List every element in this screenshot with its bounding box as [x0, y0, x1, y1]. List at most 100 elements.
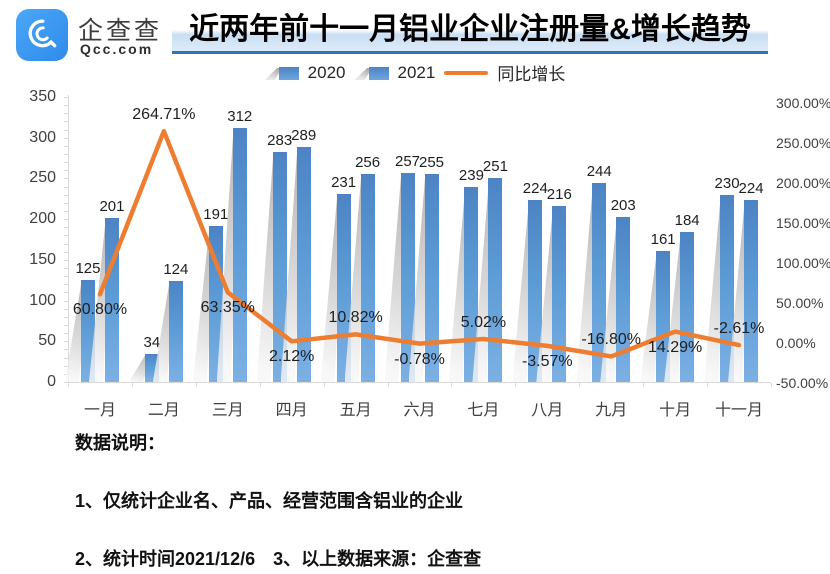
y-axis-tick-left: 350 — [29, 88, 56, 105]
axis-minor-tick — [579, 383, 581, 387]
x-axis-label: 九月 — [595, 402, 628, 419]
axis-minor-tick — [64, 194, 68, 196]
legend-bar-swatch-2020 — [264, 65, 299, 80]
x-axis-label: 六月 — [403, 402, 436, 419]
axis-minor-tick — [195, 383, 197, 387]
x-axis-label: 一月 — [83, 402, 116, 419]
y-axis-tick-right: 250.00% — [776, 135, 830, 151]
axis-minor-tick — [64, 365, 68, 367]
axis-minor-tick — [64, 292, 68, 294]
axis-minor-tick — [64, 235, 68, 237]
axis-minor-tick — [64, 121, 68, 123]
axis-minor-tick — [64, 251, 68, 253]
axis-minor-tick — [68, 383, 69, 387]
y-axis-tick-right: 150.00% — [776, 215, 830, 231]
y-axis-tick-left: 300 — [29, 128, 56, 146]
bar-2021 — [296, 146, 311, 382]
y-axis-tick-left: 100 — [29, 291, 56, 309]
y-axis-tick-left: 50 — [38, 332, 56, 350]
bar-2020 — [80, 280, 95, 382]
x-axis-label: 七月 — [467, 402, 500, 419]
bar-value-label: 312 — [227, 107, 253, 125]
growth-value-label: -3.57% — [521, 352, 573, 370]
axis-minor-tick — [64, 373, 68, 375]
data-notes: 数据说明： 1、仅统计企业名、产品、经营范围含铝业的企业 2、统计时间2021/… — [75, 429, 481, 574]
bar-2021 — [616, 216, 631, 382]
axis-minor-tick — [323, 383, 325, 387]
y-axis-tick-right: 100.00% — [776, 255, 830, 271]
bar-value-label: 256 — [355, 153, 381, 171]
axis-minor-tick — [64, 333, 68, 335]
axis-minor-tick — [64, 284, 68, 286]
x-axis-label: 三月 — [211, 402, 244, 419]
axis-minor-tick — [64, 227, 68, 229]
y-axis-tick-right: 300.00% — [776, 95, 830, 111]
axis-minor-tick — [64, 316, 68, 318]
qcc-logo — [16, 9, 68, 61]
axis-minor-tick — [64, 129, 68, 131]
growth-value-label: 63.35% — [200, 299, 255, 317]
left-axis-line — [68, 95, 69, 383]
bar-2021 — [232, 127, 247, 382]
growth-value-label: 264.71% — [132, 106, 196, 124]
bar-2021 — [488, 177, 503, 382]
axis-minor-tick — [64, 202, 68, 204]
axis-minor-tick — [64, 382, 68, 383]
growth-value-label: 14.29% — [647, 338, 703, 356]
axis-minor-tick — [64, 349, 68, 351]
axis-minor-tick — [387, 383, 389, 387]
axis-minor-tick — [643, 383, 645, 387]
axis-minor-tick — [64, 219, 68, 221]
qcc-magnifier-icon — [23, 14, 61, 57]
axis-minor-tick — [131, 383, 133, 387]
y-axis-tick-right: 0.00% — [776, 335, 816, 351]
axis-minor-tick — [64, 170, 68, 172]
bar-swatch-icon — [368, 67, 389, 80]
axis-minor-tick — [515, 383, 517, 387]
chart-legend: 2020 2021 同比增长 — [0, 60, 830, 85]
axis-minor-tick — [451, 383, 453, 387]
growth-value-label: -2.61% — [713, 320, 765, 338]
brand-name-cn: 企查查 — [78, 17, 163, 45]
y-axis-tick-right: -50.00% — [776, 375, 829, 391]
growth-value-label: 5.02% — [460, 313, 507, 331]
brand-name-en: Qcc.com — [80, 41, 154, 57]
y-axis-tick-right: 200.00% — [776, 175, 830, 191]
growth-value-label: -16.80% — [581, 331, 642, 349]
y-axis-tick-right: 50.00% — [776, 295, 824, 311]
growth-value-label: -0.78% — [394, 350, 445, 368]
axis-minor-tick — [64, 211, 68, 212]
axis-minor-tick — [64, 178, 68, 180]
bottom-axis-line — [68, 382, 771, 383]
bar-value-label: 251 — [482, 157, 508, 175]
bar-2021 — [744, 199, 759, 382]
legend-bar-swatch-2021 — [354, 65, 389, 80]
y-axis-tick-left: 250 — [29, 169, 56, 187]
note-line-1: 1、仅统计企业名、产品、经营范围含铝业的企业 — [75, 491, 464, 511]
axis-minor-tick — [64, 162, 68, 164]
bar-value-label: 289 — [291, 126, 317, 144]
bar-value-label: 244 — [586, 163, 612, 181]
axis-minor-tick — [64, 341, 68, 343]
axis-minor-tick — [64, 325, 68, 326]
axis-minor-tick — [771, 383, 772, 387]
axis-minor-tick — [64, 154, 68, 155]
axis-minor-tick — [64, 97, 68, 98]
x-axis-label: 五月 — [339, 402, 372, 419]
x-axis-label: 四月 — [275, 402, 308, 419]
axis-minor-tick — [64, 308, 68, 310]
bar-value-label: 125 — [75, 260, 101, 278]
x-axis-label: 二月 — [147, 402, 180, 419]
axis-minor-tick — [64, 137, 68, 139]
axis-minor-tick — [64, 145, 68, 147]
axis-minor-tick — [64, 105, 68, 107]
page-title: 近两年前十一月铝业企业注册量&增长趋势 — [172, 10, 768, 54]
axis-minor-tick — [64, 300, 68, 302]
bar-value-label: 224 — [738, 179, 764, 197]
axis-minor-tick — [259, 383, 261, 387]
y-axis-tick-left: 0 — [47, 373, 56, 390]
axis-minor-tick — [64, 357, 68, 359]
axis-minor-tick — [707, 383, 709, 387]
bar-swatch-icon — [278, 67, 299, 80]
bar-value-label: 255 — [418, 154, 445, 172]
